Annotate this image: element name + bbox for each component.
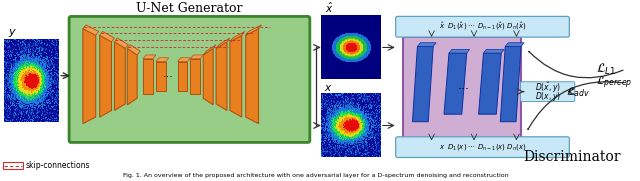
Text: ···: ··· [163,73,173,83]
Polygon shape [230,35,242,117]
Text: $\hat{x}$: $\hat{x}$ [324,0,333,15]
FancyArrowPatch shape [529,51,623,78]
Polygon shape [156,58,169,62]
Polygon shape [127,48,137,105]
Text: Fig. 1. An overview of the proposed architecture with one adversarial layer for : Fig. 1. An overview of the proposed arch… [123,173,509,178]
Polygon shape [115,42,125,110]
FancyBboxPatch shape [403,37,521,141]
Bar [143,59,153,94]
Bar [156,62,166,91]
Polygon shape [230,31,244,42]
FancyBboxPatch shape [520,82,575,102]
Text: U-Net Generator: U-Net Generator [136,3,243,15]
FancyBboxPatch shape [396,137,570,157]
Polygon shape [479,53,501,114]
Text: $D(\hat{x},y)$: $D(\hat{x},y)$ [534,81,561,95]
Text: $\hat{x}$ $\;D_1(\hat{x})$ $\cdots$ $D_{n-1}(\hat{x})$ $D_n(\hat{x})$: $\hat{x}$ $\;D_1(\hat{x})$ $\cdots$ $D_{… [438,21,526,32]
Polygon shape [127,45,140,55]
Polygon shape [204,45,216,55]
Polygon shape [100,35,111,117]
Text: $x$ $\;D_1(x)$ $\cdots$ $D_{n-1}(x)$ $D_n(x)$: $x$ $\;D_1(x)$ $\cdots$ $D_{n-1}(x)$ $D_… [438,142,526,152]
Polygon shape [216,42,227,110]
FancyBboxPatch shape [69,16,310,142]
Text: Discriminator: Discriminator [524,150,621,164]
Polygon shape [191,55,204,59]
Polygon shape [83,25,99,35]
Polygon shape [412,47,433,122]
Polygon shape [115,38,128,48]
Text: $D(x,y)$: $D(x,y)$ [534,90,561,103]
Polygon shape [500,47,521,122]
Bar [191,59,200,94]
Polygon shape [143,55,156,59]
FancyArrowPatch shape [528,82,623,129]
Polygon shape [483,49,504,53]
Text: $\mathcal{L}_{L1}$: $\mathcal{L}_{L1}$ [596,62,616,77]
Polygon shape [100,31,115,42]
Polygon shape [449,49,470,53]
Text: $\mathcal{L}_{adv}$: $\mathcal{L}_{adv}$ [566,85,591,98]
Polygon shape [83,29,96,124]
Bar [178,62,188,91]
Text: $\mathcal{L}_{percep}$: $\mathcal{L}_{percep}$ [596,75,632,91]
Polygon shape [444,53,467,114]
Text: $y$: $y$ [8,27,17,39]
FancyBboxPatch shape [396,16,570,37]
Text: skip-connections: skip-connections [26,161,90,171]
Polygon shape [216,38,230,48]
Polygon shape [505,43,524,47]
Polygon shape [417,43,436,47]
Text: $x$: $x$ [324,83,332,93]
Polygon shape [178,58,191,62]
Polygon shape [204,48,213,105]
Text: ···: ··· [458,83,470,96]
Polygon shape [246,29,259,124]
Bar [3,162,22,169]
Polygon shape [246,25,262,35]
